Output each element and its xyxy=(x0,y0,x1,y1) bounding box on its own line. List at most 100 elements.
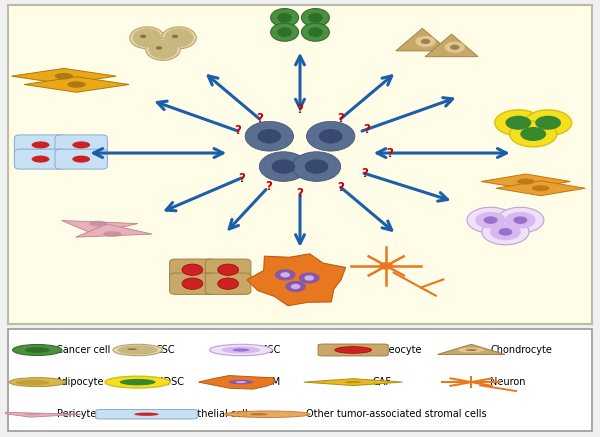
Ellipse shape xyxy=(271,9,299,27)
Ellipse shape xyxy=(305,160,328,174)
Polygon shape xyxy=(24,77,129,92)
FancyBboxPatch shape xyxy=(8,329,592,431)
Polygon shape xyxy=(425,34,478,57)
Ellipse shape xyxy=(271,23,299,41)
Circle shape xyxy=(445,42,465,53)
Polygon shape xyxy=(247,254,346,306)
Text: ?: ? xyxy=(337,112,344,125)
Circle shape xyxy=(415,36,436,47)
Circle shape xyxy=(466,349,477,351)
Circle shape xyxy=(335,347,371,354)
Ellipse shape xyxy=(25,413,41,415)
Ellipse shape xyxy=(257,129,281,143)
Circle shape xyxy=(490,223,521,240)
Text: ?: ? xyxy=(337,180,344,194)
Text: Pericyte: Pericyte xyxy=(58,409,97,419)
Circle shape xyxy=(229,380,253,385)
Ellipse shape xyxy=(277,13,292,23)
Text: ?: ? xyxy=(234,125,241,137)
FancyBboxPatch shape xyxy=(96,409,197,419)
Circle shape xyxy=(127,348,137,350)
Ellipse shape xyxy=(301,9,329,27)
Circle shape xyxy=(467,207,514,233)
Circle shape xyxy=(222,347,260,354)
Polygon shape xyxy=(396,28,449,51)
Ellipse shape xyxy=(308,13,323,23)
FancyBboxPatch shape xyxy=(170,273,215,295)
Ellipse shape xyxy=(25,347,50,353)
Polygon shape xyxy=(481,174,571,189)
Circle shape xyxy=(497,207,544,233)
Text: TAM: TAM xyxy=(260,377,280,387)
Circle shape xyxy=(535,116,561,130)
Ellipse shape xyxy=(319,129,343,143)
Ellipse shape xyxy=(272,160,295,174)
Ellipse shape xyxy=(16,380,50,385)
Ellipse shape xyxy=(103,231,122,237)
Text: MSC: MSC xyxy=(259,345,280,355)
Circle shape xyxy=(232,348,250,351)
Circle shape xyxy=(299,272,320,284)
Circle shape xyxy=(218,278,239,289)
Text: Cancer cell: Cancer cell xyxy=(56,345,110,355)
Ellipse shape xyxy=(72,142,90,149)
Circle shape xyxy=(458,348,484,352)
Circle shape xyxy=(182,264,203,275)
Circle shape xyxy=(209,344,272,356)
Ellipse shape xyxy=(308,27,323,37)
Text: Other tumor-associated stromal cells: Other tumor-associated stromal cells xyxy=(306,409,487,419)
Text: ?: ? xyxy=(238,172,245,184)
Circle shape xyxy=(514,216,527,224)
Circle shape xyxy=(524,110,572,135)
Polygon shape xyxy=(437,344,505,354)
Circle shape xyxy=(505,212,536,229)
Text: Adipocyte: Adipocyte xyxy=(56,377,104,387)
FancyBboxPatch shape xyxy=(205,273,251,295)
Polygon shape xyxy=(199,375,275,389)
Ellipse shape xyxy=(225,411,310,417)
Text: Chondrocyte: Chondrocyte xyxy=(490,345,552,355)
Text: Neuron: Neuron xyxy=(490,377,526,387)
FancyBboxPatch shape xyxy=(55,149,107,169)
Circle shape xyxy=(379,262,393,270)
Circle shape xyxy=(495,110,542,135)
Text: ?: ? xyxy=(296,103,304,116)
Ellipse shape xyxy=(164,28,194,47)
Ellipse shape xyxy=(134,413,159,416)
Polygon shape xyxy=(0,412,82,417)
Ellipse shape xyxy=(32,156,49,163)
Ellipse shape xyxy=(118,345,158,355)
Ellipse shape xyxy=(250,413,268,416)
Ellipse shape xyxy=(245,121,293,151)
Circle shape xyxy=(156,46,162,50)
Polygon shape xyxy=(496,181,585,196)
Ellipse shape xyxy=(517,178,535,184)
Circle shape xyxy=(475,212,506,229)
Ellipse shape xyxy=(32,142,49,149)
Circle shape xyxy=(280,272,290,277)
FancyBboxPatch shape xyxy=(14,149,67,169)
Ellipse shape xyxy=(532,185,550,191)
Text: ?: ? xyxy=(296,187,304,200)
Ellipse shape xyxy=(9,378,65,387)
Circle shape xyxy=(172,35,178,38)
Ellipse shape xyxy=(113,344,163,356)
FancyBboxPatch shape xyxy=(318,344,388,356)
FancyBboxPatch shape xyxy=(14,135,67,155)
Text: Endothelial cell: Endothelial cell xyxy=(173,409,248,419)
FancyBboxPatch shape xyxy=(205,259,251,281)
Circle shape xyxy=(304,275,314,281)
Polygon shape xyxy=(61,221,138,234)
Circle shape xyxy=(218,264,239,275)
Circle shape xyxy=(275,269,296,281)
Ellipse shape xyxy=(161,27,196,49)
Circle shape xyxy=(505,116,531,130)
Ellipse shape xyxy=(55,73,73,80)
Text: ?: ? xyxy=(363,123,370,136)
FancyBboxPatch shape xyxy=(55,135,107,155)
Ellipse shape xyxy=(345,381,362,383)
FancyBboxPatch shape xyxy=(170,259,215,281)
Circle shape xyxy=(509,121,557,147)
Ellipse shape xyxy=(146,38,180,60)
Text: ?: ? xyxy=(256,112,263,125)
